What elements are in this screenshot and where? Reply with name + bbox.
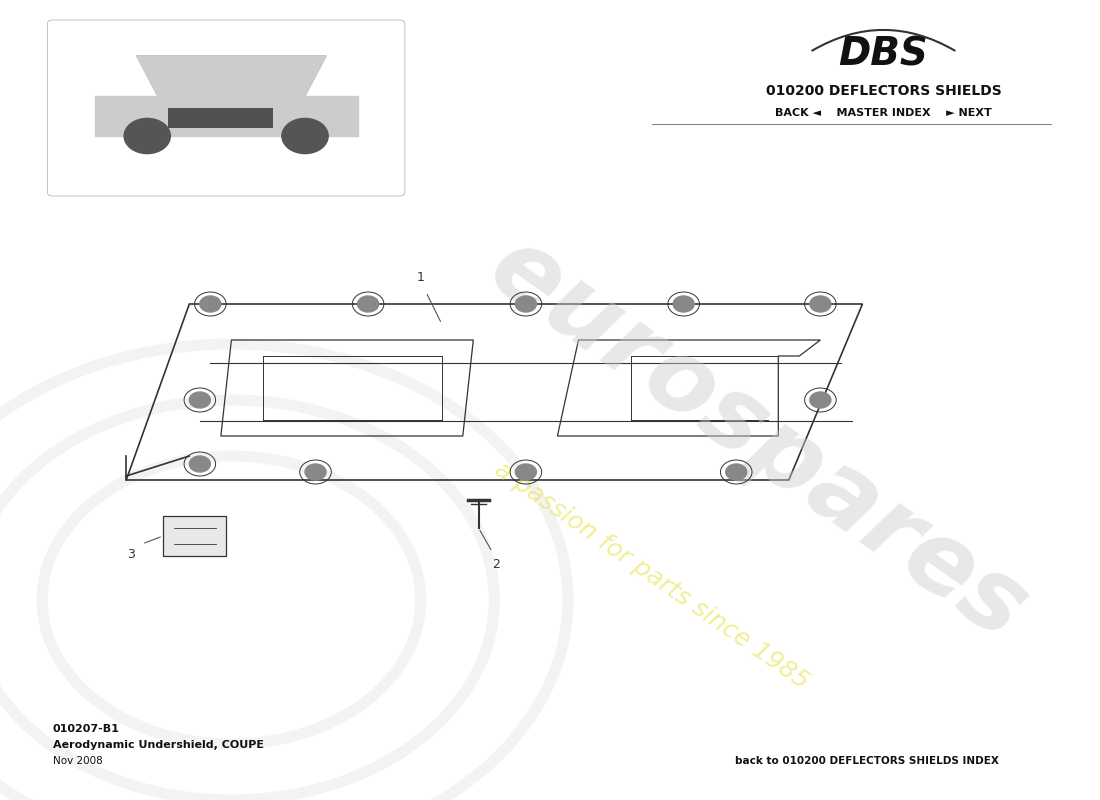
- Text: eurospares: eurospares: [471, 219, 1044, 661]
- Text: 2: 2: [493, 558, 500, 571]
- Polygon shape: [136, 56, 326, 96]
- Circle shape: [282, 118, 328, 154]
- Polygon shape: [95, 96, 358, 136]
- Text: 1: 1: [417, 271, 425, 284]
- Text: back to 010200 DEFLECTORS SHIELDS INDEX: back to 010200 DEFLECTORS SHIELDS INDEX: [735, 756, 999, 766]
- Circle shape: [200, 296, 221, 312]
- Text: 3: 3: [128, 548, 135, 561]
- Text: DBS: DBS: [838, 36, 928, 74]
- Text: BACK ◄    MASTER INDEX    ► NEXT: BACK ◄ MASTER INDEX ► NEXT: [776, 108, 992, 118]
- Circle shape: [189, 392, 210, 408]
- Circle shape: [673, 296, 694, 312]
- Text: 010207-B1: 010207-B1: [53, 724, 120, 734]
- Polygon shape: [168, 108, 274, 128]
- Circle shape: [810, 296, 830, 312]
- Text: a passion for parts since 1985: a passion for parts since 1985: [491, 458, 814, 694]
- Polygon shape: [163, 516, 227, 556]
- Text: Nov 2008: Nov 2008: [53, 756, 102, 766]
- Circle shape: [516, 464, 537, 480]
- Circle shape: [124, 118, 170, 154]
- Text: Aerodynamic Undershield, COUPE: Aerodynamic Undershield, COUPE: [53, 740, 264, 750]
- Text: 010200 DEFLECTORS SHIELDS: 010200 DEFLECTORS SHIELDS: [766, 84, 1001, 98]
- Circle shape: [810, 392, 830, 408]
- Circle shape: [305, 464, 326, 480]
- Circle shape: [516, 296, 537, 312]
- Circle shape: [726, 464, 747, 480]
- Circle shape: [189, 456, 210, 472]
- Circle shape: [358, 296, 378, 312]
